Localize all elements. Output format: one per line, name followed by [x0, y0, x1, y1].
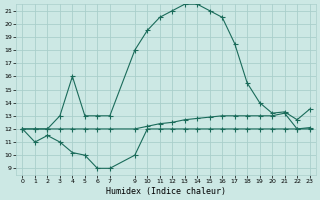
X-axis label: Humidex (Indice chaleur): Humidex (Indice chaleur)	[106, 187, 226, 196]
